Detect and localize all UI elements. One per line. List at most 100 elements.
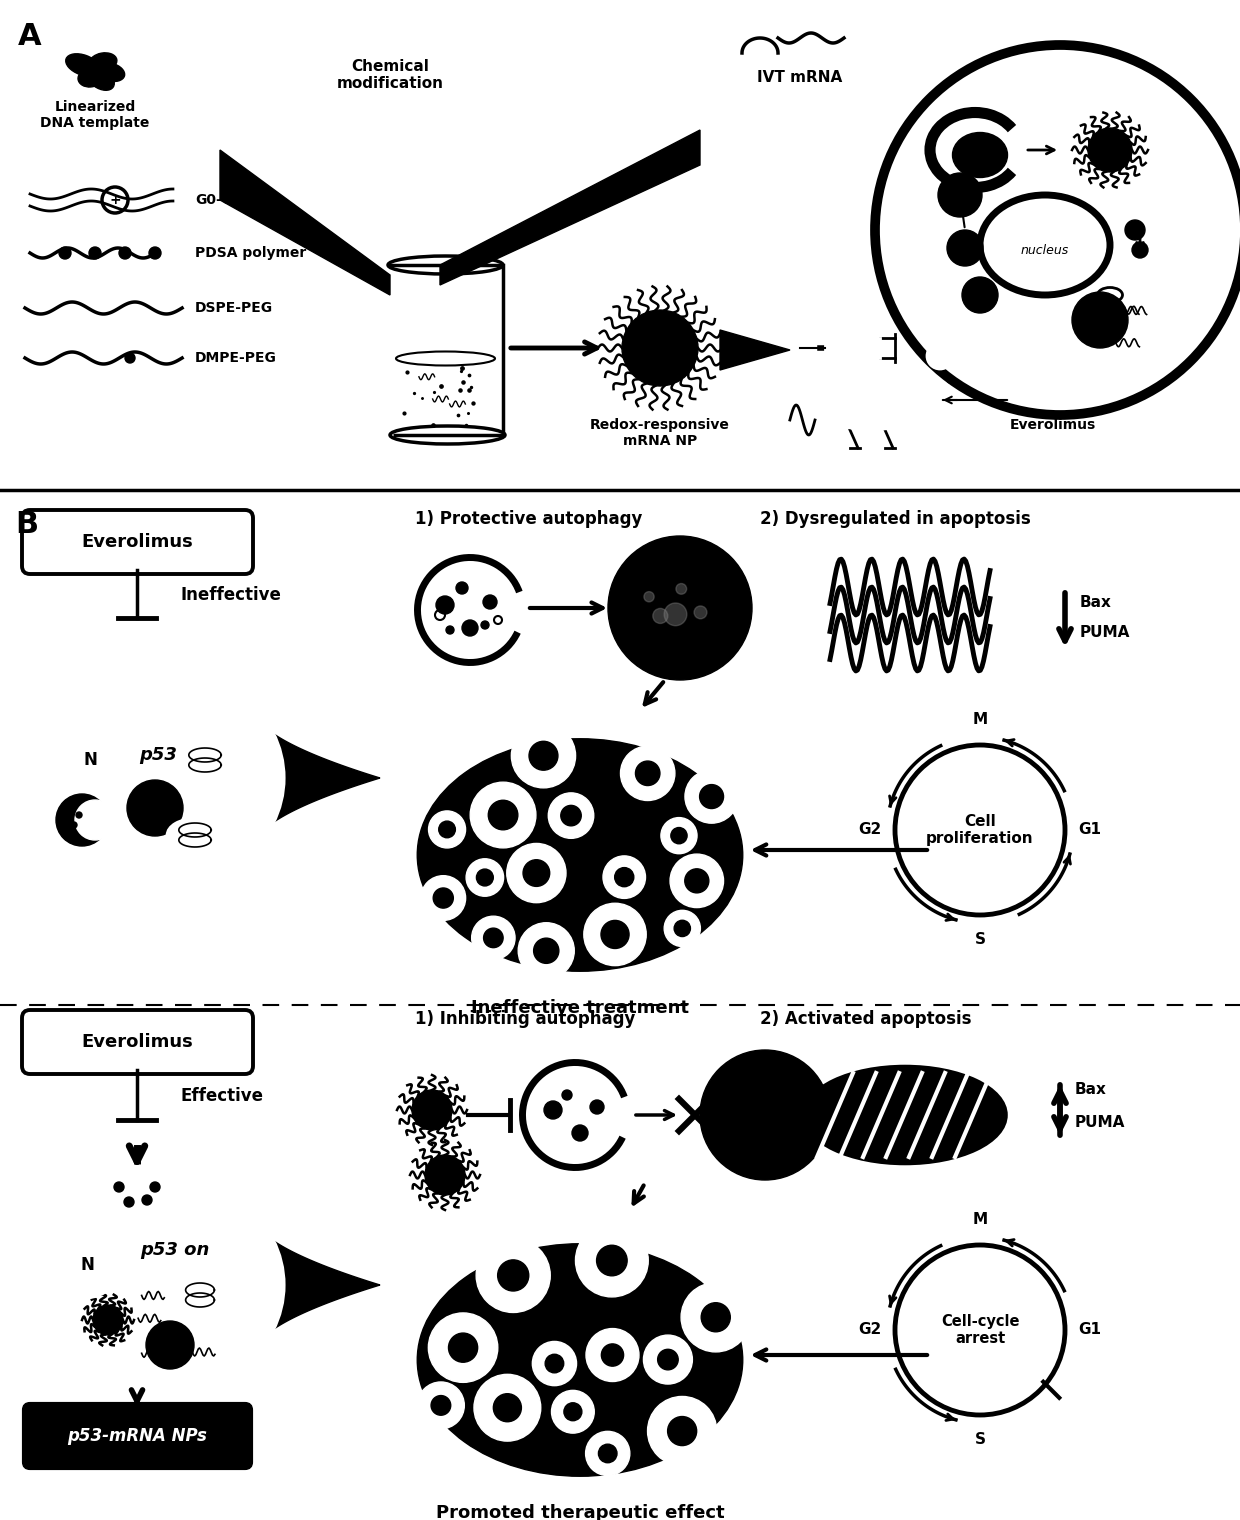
- Text: Linearized
DNA template: Linearized DNA template: [41, 100, 150, 131]
- Circle shape: [596, 1245, 627, 1275]
- Polygon shape: [825, 337, 880, 359]
- Circle shape: [481, 622, 489, 629]
- Text: Promoted therapeutic effect: Promoted therapeutic effect: [435, 1505, 724, 1520]
- Circle shape: [497, 1260, 528, 1290]
- Circle shape: [644, 591, 655, 602]
- Circle shape: [446, 626, 454, 634]
- Circle shape: [590, 1100, 604, 1114]
- Circle shape: [456, 582, 467, 594]
- Circle shape: [476, 1239, 551, 1312]
- Circle shape: [1132, 242, 1148, 258]
- Circle shape: [562, 1090, 572, 1100]
- FancyBboxPatch shape: [24, 1404, 250, 1468]
- Circle shape: [494, 1394, 521, 1421]
- Text: p53-mRNA NPs: p53-mRNA NPs: [67, 1427, 207, 1446]
- Circle shape: [143, 1195, 153, 1205]
- Circle shape: [489, 800, 518, 830]
- Circle shape: [587, 1328, 639, 1382]
- Circle shape: [684, 771, 738, 824]
- Circle shape: [418, 1382, 464, 1429]
- Circle shape: [428, 1313, 497, 1382]
- Polygon shape: [257, 1222, 379, 1348]
- Circle shape: [523, 860, 549, 886]
- Circle shape: [420, 876, 466, 921]
- Text: 2) Dysregulated in apoptosis: 2) Dysregulated in apoptosis: [760, 511, 1030, 527]
- Circle shape: [601, 921, 629, 948]
- Circle shape: [71, 822, 77, 828]
- Circle shape: [560, 806, 582, 825]
- Text: 2) Activated apoptosis: 2) Activated apoptosis: [760, 1009, 971, 1028]
- Circle shape: [665, 603, 687, 626]
- Circle shape: [484, 929, 503, 947]
- Circle shape: [125, 353, 135, 363]
- Text: PUMA: PUMA: [1075, 1116, 1126, 1129]
- Circle shape: [671, 827, 687, 844]
- Circle shape: [507, 844, 565, 903]
- Circle shape: [484, 594, 497, 610]
- Circle shape: [947, 230, 983, 266]
- Text: PUMA: PUMA: [1080, 625, 1131, 640]
- Circle shape: [620, 746, 675, 801]
- Circle shape: [412, 1090, 453, 1129]
- Circle shape: [676, 584, 687, 594]
- Ellipse shape: [0, 663, 280, 894]
- Circle shape: [89, 246, 100, 258]
- Circle shape: [575, 1224, 649, 1297]
- Circle shape: [529, 742, 558, 771]
- Polygon shape: [219, 150, 391, 295]
- Text: DMPE-PEG: DMPE-PEG: [195, 351, 277, 365]
- Circle shape: [56, 793, 108, 847]
- Text: +: +: [109, 193, 120, 207]
- Circle shape: [114, 1183, 124, 1192]
- Polygon shape: [257, 714, 379, 841]
- Text: M: M: [972, 1213, 987, 1228]
- Text: Bax: Bax: [1075, 1082, 1107, 1097]
- Circle shape: [124, 1198, 134, 1207]
- Ellipse shape: [805, 1067, 1004, 1163]
- Circle shape: [670, 854, 724, 907]
- Circle shape: [126, 780, 184, 836]
- Text: S: S: [975, 1432, 986, 1447]
- Circle shape: [694, 606, 707, 619]
- Circle shape: [449, 1333, 477, 1362]
- Circle shape: [476, 869, 494, 886]
- Text: Cell-cycle
arrest: Cell-cycle arrest: [941, 1313, 1019, 1347]
- Text: Everolimus: Everolimus: [81, 534, 193, 552]
- Circle shape: [433, 888, 454, 907]
- Circle shape: [439, 821, 455, 838]
- Circle shape: [657, 1350, 678, 1370]
- Circle shape: [60, 246, 71, 258]
- Text: Everolimus: Everolimus: [81, 1034, 193, 1050]
- Circle shape: [601, 1344, 624, 1366]
- Circle shape: [937, 173, 982, 217]
- Text: Bax: Bax: [1080, 594, 1112, 610]
- Circle shape: [599, 1444, 618, 1462]
- Ellipse shape: [0, 1170, 280, 1400]
- Circle shape: [471, 917, 515, 959]
- Circle shape: [546, 1354, 564, 1373]
- Text: p53 on: p53 on: [140, 1240, 210, 1259]
- Circle shape: [652, 608, 668, 623]
- Text: M: M: [972, 713, 987, 728]
- Circle shape: [518, 923, 574, 979]
- Ellipse shape: [177, 743, 233, 777]
- Circle shape: [463, 620, 477, 635]
- Text: G1: G1: [1079, 1322, 1101, 1338]
- Circle shape: [67, 818, 73, 822]
- Circle shape: [119, 246, 131, 258]
- Circle shape: [55, 1233, 119, 1297]
- Circle shape: [74, 800, 115, 841]
- Circle shape: [93, 1306, 123, 1335]
- Circle shape: [584, 903, 646, 965]
- Circle shape: [701, 1303, 730, 1332]
- Circle shape: [533, 938, 559, 964]
- Circle shape: [622, 310, 698, 386]
- Circle shape: [76, 812, 82, 818]
- Ellipse shape: [815, 369, 925, 430]
- Circle shape: [928, 344, 954, 369]
- Circle shape: [474, 1374, 541, 1441]
- Ellipse shape: [952, 132, 1007, 178]
- Circle shape: [1087, 128, 1132, 172]
- Ellipse shape: [78, 68, 102, 87]
- Circle shape: [635, 762, 660, 786]
